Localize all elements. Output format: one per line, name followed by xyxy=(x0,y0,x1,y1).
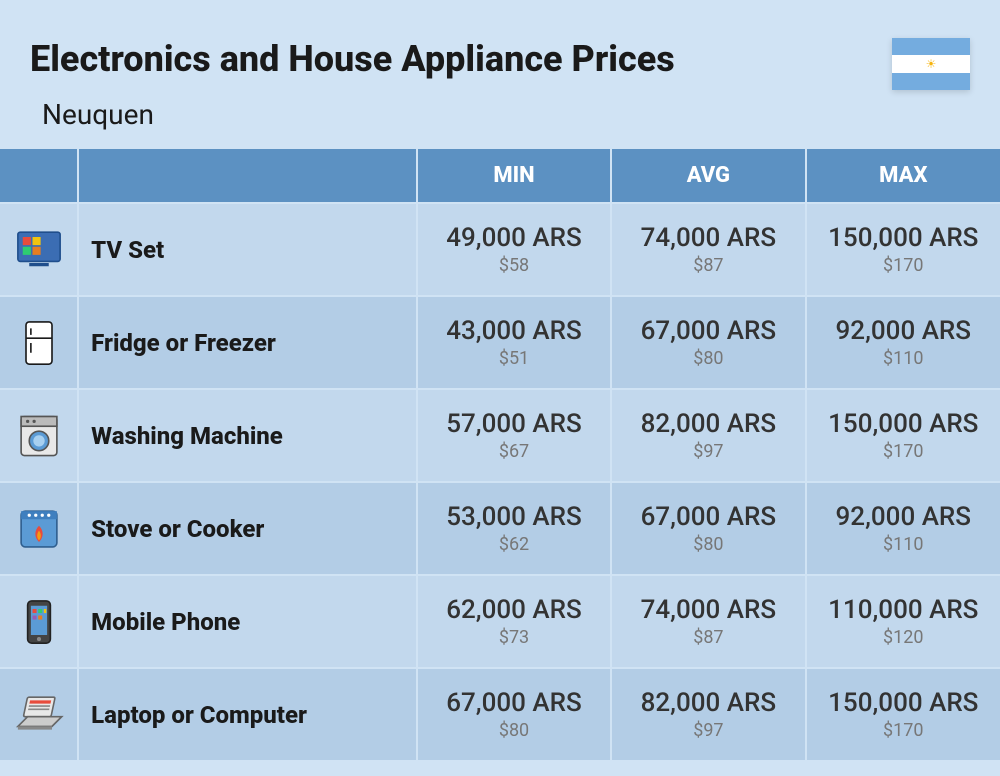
max-primary: 92,000 ARS xyxy=(807,316,1000,346)
avg-secondary: $87 xyxy=(612,627,804,648)
price-panel: Electronics and House Appliance Prices N… xyxy=(0,0,1000,776)
item-name: Fridge or Freezer xyxy=(78,296,417,389)
header-min: MIN xyxy=(417,149,611,203)
location-label: Neuquen xyxy=(42,98,675,131)
table-row: Stove or Cooker53,000 ARS$6267,000 ARS$8… xyxy=(0,482,1000,575)
item-name: Washing Machine xyxy=(78,389,417,482)
max-primary: 92,000 ARS xyxy=(807,502,1000,532)
avg-cell: 74,000 ARS$87 xyxy=(611,203,805,296)
max-cell: 92,000 ARS$110 xyxy=(806,482,1000,575)
argentina-flag-icon: ☀ xyxy=(892,38,970,90)
max-secondary: $170 xyxy=(807,720,1000,741)
avg-secondary: $97 xyxy=(612,720,804,741)
table-row: Fridge or Freezer43,000 ARS$5167,000 ARS… xyxy=(0,296,1000,389)
min-secondary: $67 xyxy=(418,441,610,462)
min-cell: 49,000 ARS$58 xyxy=(417,203,611,296)
min-primary: 67,000 ARS xyxy=(418,688,610,718)
avg-cell: 82,000 ARS$97 xyxy=(611,668,805,761)
max-cell: 150,000 ARS$170 xyxy=(806,389,1000,482)
item-name: Laptop or Computer xyxy=(78,668,417,761)
min-secondary: $80 xyxy=(418,720,610,741)
min-cell: 53,000 ARS$62 xyxy=(417,482,611,575)
tv-icon xyxy=(0,203,78,296)
min-primary: 49,000 ARS xyxy=(418,223,610,253)
min-cell: 67,000 ARS$80 xyxy=(417,668,611,761)
min-secondary: $73 xyxy=(418,627,610,648)
min-primary: 57,000 ARS xyxy=(418,409,610,439)
max-secondary: $170 xyxy=(807,441,1000,462)
avg-primary: 82,000 ARS xyxy=(612,688,804,718)
fridge-icon xyxy=(0,296,78,389)
min-cell: 62,000 ARS$73 xyxy=(417,575,611,668)
header: Electronics and House Appliance Prices N… xyxy=(0,0,1000,149)
header-avg: AVG xyxy=(611,149,805,203)
avg-cell: 67,000 ARS$80 xyxy=(611,296,805,389)
max-secondary: $170 xyxy=(807,255,1000,276)
header-max: MAX xyxy=(806,149,1000,203)
header-name-col xyxy=(78,149,417,203)
max-primary: 150,000 ARS xyxy=(807,688,1000,718)
header-text: Electronics and House Appliance Prices N… xyxy=(30,38,675,131)
item-name: TV Set xyxy=(78,203,417,296)
table-row: TV Set49,000 ARS$5874,000 ARS$87150,000 … xyxy=(0,203,1000,296)
min-secondary: $62 xyxy=(418,534,610,555)
avg-secondary: $97 xyxy=(612,441,804,462)
avg-primary: 67,000 ARS xyxy=(612,502,804,532)
min-primary: 43,000 ARS xyxy=(418,316,610,346)
header-row: MIN AVG MAX xyxy=(0,149,1000,203)
min-primary: 53,000 ARS xyxy=(418,502,610,532)
max-primary: 150,000 ARS xyxy=(807,409,1000,439)
item-name: Mobile Phone xyxy=(78,575,417,668)
min-cell: 43,000 ARS$51 xyxy=(417,296,611,389)
avg-cell: 74,000 ARS$87 xyxy=(611,575,805,668)
mobile-phone-icon xyxy=(0,575,78,668)
avg-cell: 82,000 ARS$97 xyxy=(611,389,805,482)
table-row: Laptop or Computer67,000 ARS$8082,000 AR… xyxy=(0,668,1000,761)
max-secondary: $120 xyxy=(807,627,1000,648)
page-title: Electronics and House Appliance Prices xyxy=(30,38,675,80)
avg-secondary: $80 xyxy=(612,534,804,555)
max-secondary: $110 xyxy=(807,534,1000,555)
min-secondary: $51 xyxy=(418,348,610,369)
max-primary: 150,000 ARS xyxy=(807,223,1000,253)
avg-primary: 82,000 ARS xyxy=(612,409,804,439)
max-primary: 110,000 ARS xyxy=(807,595,1000,625)
avg-cell: 67,000 ARS$80 xyxy=(611,482,805,575)
avg-secondary: $80 xyxy=(612,348,804,369)
max-cell: 110,000 ARS$120 xyxy=(806,575,1000,668)
avg-primary: 74,000 ARS xyxy=(612,223,804,253)
min-cell: 57,000 ARS$67 xyxy=(417,389,611,482)
item-name: Stove or Cooker xyxy=(78,482,417,575)
max-cell: 150,000 ARS$170 xyxy=(806,668,1000,761)
header-icon-col xyxy=(0,149,78,203)
min-secondary: $58 xyxy=(418,255,610,276)
table-row: Washing Machine57,000 ARS$6782,000 ARS$9… xyxy=(0,389,1000,482)
laptop-icon xyxy=(0,668,78,761)
avg-primary: 74,000 ARS xyxy=(612,595,804,625)
washing-machine-icon xyxy=(0,389,78,482)
min-primary: 62,000 ARS xyxy=(418,595,610,625)
avg-primary: 67,000 ARS xyxy=(612,316,804,346)
max-cell: 92,000 ARS$110 xyxy=(806,296,1000,389)
prices-table: MIN AVG MAX TV Set49,000 ARS$5874,000 AR… xyxy=(0,149,1000,762)
stove-icon xyxy=(0,482,78,575)
max-cell: 150,000 ARS$170 xyxy=(806,203,1000,296)
avg-secondary: $87 xyxy=(612,255,804,276)
max-secondary: $110 xyxy=(807,348,1000,369)
table-row: Mobile Phone62,000 ARS$7374,000 ARS$8711… xyxy=(0,575,1000,668)
